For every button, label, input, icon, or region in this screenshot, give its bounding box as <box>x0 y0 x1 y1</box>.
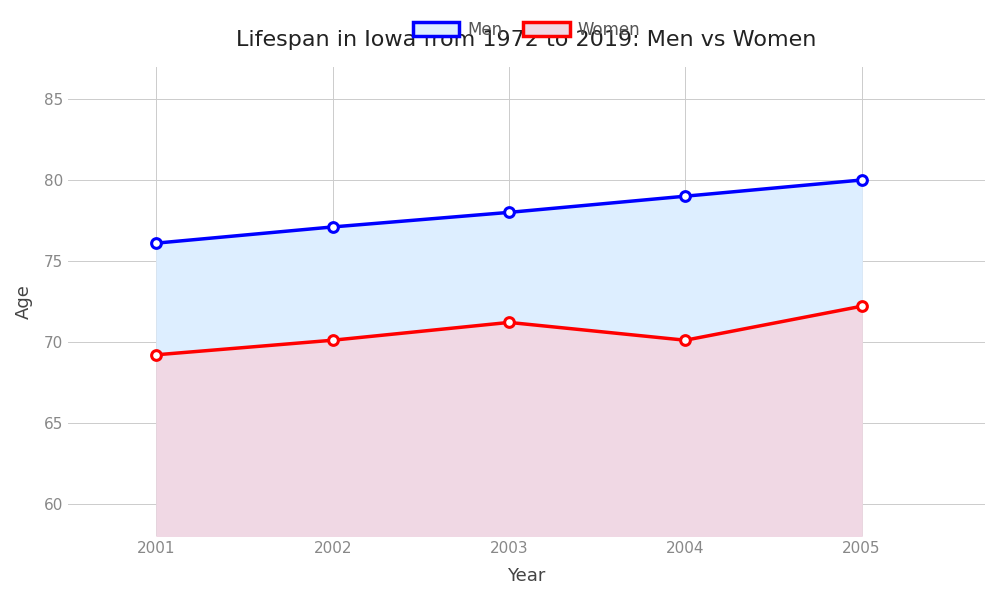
Title: Lifespan in Iowa from 1972 to 2019: Men vs Women: Lifespan in Iowa from 1972 to 2019: Men … <box>236 30 817 50</box>
Y-axis label: Age: Age <box>15 284 33 319</box>
X-axis label: Year: Year <box>507 567 546 585</box>
Legend: Men, Women: Men, Women <box>406 14 647 46</box>
